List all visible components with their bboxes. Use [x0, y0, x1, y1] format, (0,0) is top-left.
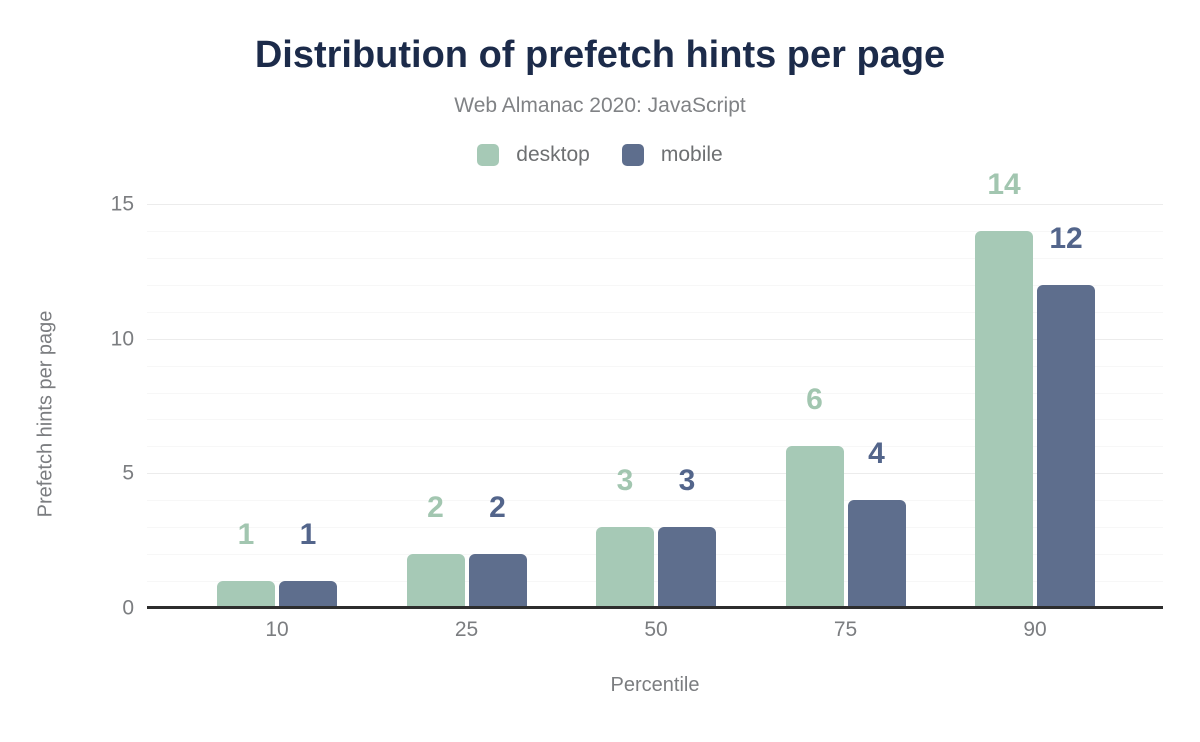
gridline-y-13 — [147, 257, 1163, 259]
value-label-desktop-p50: 3 — [616, 464, 634, 498]
x-axis-line — [147, 606, 1163, 609]
bar-desktop-p75 — [785, 446, 844, 606]
y-axis-tick-15: 15 — [110, 192, 134, 216]
value-label-mobile-p10: 1 — [299, 518, 317, 552]
gridline-y-8 — [147, 392, 1163, 394]
value-label-mobile-p75: 4 — [868, 437, 885, 471]
bar-mobile-p25 — [468, 554, 527, 606]
bar-desktop-p25 — [406, 554, 465, 606]
bar-mobile-p50 — [658, 527, 716, 606]
bar-desktop-p50 — [596, 527, 654, 606]
bar-mobile-p10 — [279, 581, 337, 606]
bar-mobile-p75 — [847, 500, 906, 606]
y-axis-title: Prefetch hints per page — [34, 310, 57, 518]
legend: desktop mobile — [0, 143, 1200, 167]
y-axis-tick-5: 5 — [122, 461, 134, 485]
value-label-mobile-p90: 12 — [1049, 221, 1083, 255]
chart-subtitle: Web Almanac 2020: JavaScript — [454, 94, 746, 117]
value-label-mobile-p25: 2 — [489, 491, 506, 525]
gridline-y-2 — [147, 554, 1163, 556]
chart-title: Distribution of prefetch hints per page — [254, 34, 946, 76]
gridline-y-9 — [147, 365, 1163, 367]
x-axis-tick-10: 10 — [265, 618, 289, 641]
gridline-y-10 — [147, 338, 1163, 340]
legend-swatch-mobile-icon — [621, 144, 644, 166]
x-axis-tick-75: 75 — [833, 618, 858, 641]
value-label-desktop-p25: 2 — [427, 491, 444, 525]
x-axis-tick-50: 50 — [644, 618, 668, 641]
gridline-y-11 — [147, 311, 1163, 313]
legend-label-desktop: desktop — [516, 143, 590, 166]
x-axis-tick-90: 90 — [1023, 618, 1047, 641]
gridline-y-5 — [147, 473, 1163, 475]
bar-desktop-p10 — [217, 581, 275, 606]
bar-desktop-p90 — [975, 230, 1033, 606]
legend-swatch-desktop-icon — [477, 144, 500, 166]
legend-item-mobile: mobile — [621, 143, 723, 167]
bar-mobile-p90 — [1037, 284, 1095, 606]
gridline-y-4 — [147, 500, 1163, 502]
x-axis-title: Percentile — [610, 674, 700, 696]
value-label-desktop-p90: 14 — [987, 167, 1021, 201]
gridline-y-14 — [147, 230, 1163, 232]
legend-label-mobile: mobile — [660, 143, 723, 166]
gridline-y-12 — [147, 284, 1163, 286]
gridline-y-15 — [147, 204, 1163, 205]
value-label-mobile-p50: 3 — [678, 464, 696, 498]
gridline-y-3 — [147, 527, 1163, 529]
value-label-desktop-p75: 6 — [806, 383, 823, 417]
y-axis-tick-10: 10 — [110, 327, 134, 351]
gridline-y-1 — [147, 581, 1163, 583]
gridline-y-7 — [147, 419, 1163, 421]
value-label-desktop-p10: 1 — [237, 518, 255, 552]
y-axis-tick-0: 0 — [122, 596, 134, 620]
legend-item-desktop: desktop — [477, 143, 590, 167]
gridline-y-6 — [147, 446, 1163, 448]
x-axis-tick-25: 25 — [454, 618, 479, 641]
plot-area: Percentile 0 5 10 15 1 2 3 6 14 1 2 3 4 12 10 25 50 75 90 — [111, 169, 1163, 696]
